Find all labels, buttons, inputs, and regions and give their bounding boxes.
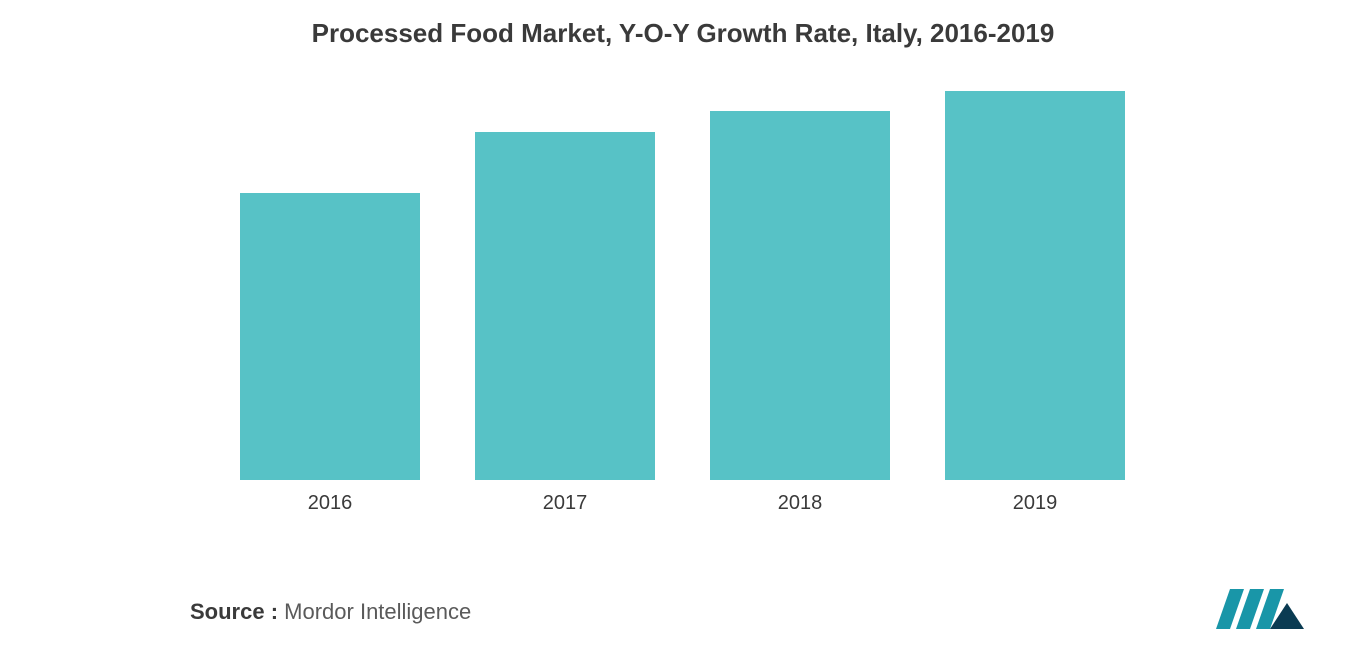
bar (945, 91, 1125, 481)
x-axis-label: 2018 (710, 480, 890, 515)
bar-slot: 2017 (475, 70, 655, 480)
source-value: Mordor Intelligence (284, 599, 471, 624)
x-axis-label: 2017 (475, 480, 655, 515)
bar (710, 111, 890, 480)
x-axis-label: 2019 (945, 480, 1125, 515)
source-line: Source : Mordor Intelligence (190, 599, 471, 625)
plot-area: 2016 2017 2018 2019 (190, 70, 1170, 480)
bar-slot: 2019 (945, 70, 1125, 480)
source-label: Source : (190, 599, 278, 624)
mordor-logo-icon (1214, 583, 1306, 633)
bar (240, 193, 420, 480)
brand-logo (1214, 583, 1306, 633)
bar-slot: 2018 (710, 70, 890, 480)
chart-title: Processed Food Market, Y-O-Y Growth Rate… (0, 18, 1366, 49)
bar-slot: 2016 (240, 70, 420, 480)
x-axis-label: 2016 (240, 480, 420, 515)
bar (475, 132, 655, 481)
chart-container: Processed Food Market, Y-O-Y Growth Rate… (0, 0, 1366, 655)
